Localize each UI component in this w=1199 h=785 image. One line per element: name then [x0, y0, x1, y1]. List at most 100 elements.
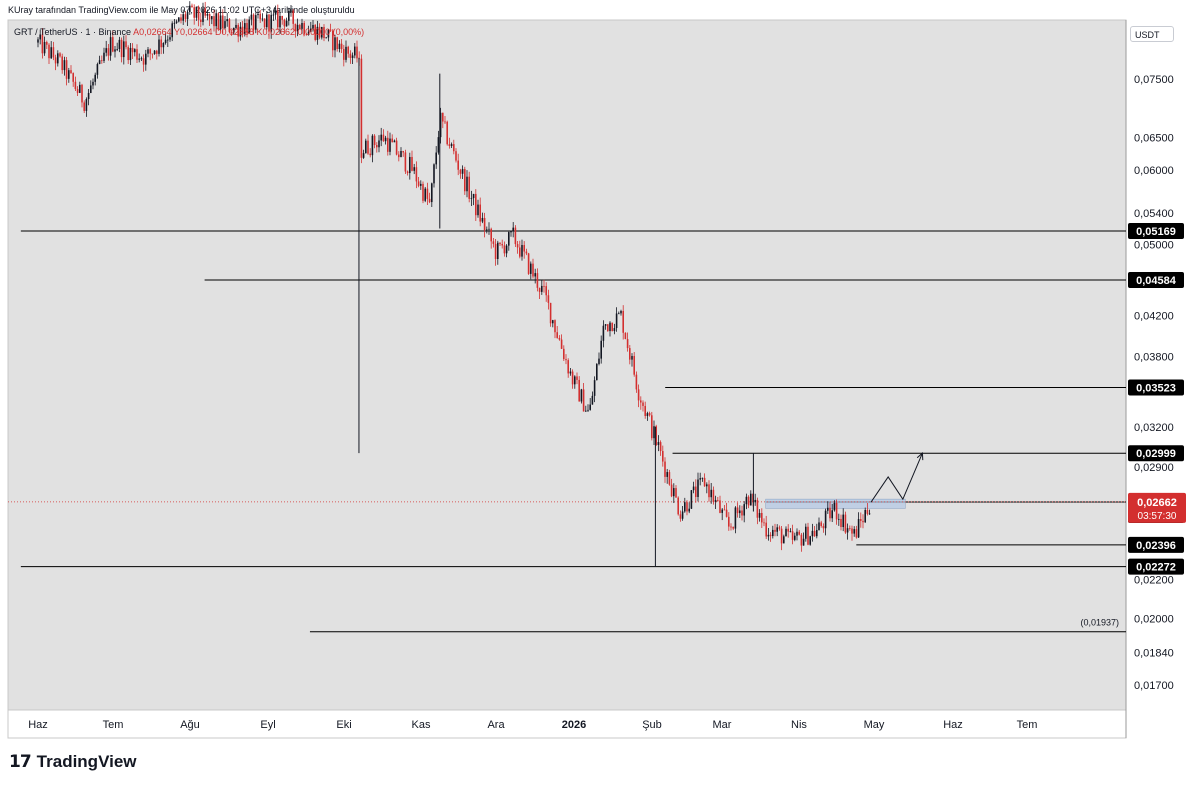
price-tag-bg — [1128, 379, 1184, 396]
chart-pane[interactable] — [7, 19, 1127, 711]
candle-body — [340, 43, 343, 50]
candle-body — [466, 176, 468, 192]
candle-body — [257, 13, 259, 16]
candle-body — [554, 320, 556, 333]
candle-body — [85, 99, 88, 111]
price-tick-label: 0,05400 — [1134, 208, 1174, 220]
candle-body — [728, 516, 730, 527]
candle-body — [329, 29, 332, 31]
candle-body — [332, 30, 334, 51]
candle-body — [83, 102, 85, 111]
candle-body — [708, 484, 710, 498]
candle-body — [736, 507, 739, 514]
candle-body — [558, 337, 561, 340]
candle-body — [769, 534, 772, 537]
candle-body — [81, 84, 83, 103]
candle-body — [846, 528, 849, 533]
candle-body — [448, 144, 451, 146]
candle-body — [136, 49, 138, 60]
candle-body — [131, 47, 134, 53]
candle-body — [281, 15, 283, 20]
candle-body — [420, 183, 422, 186]
candle-body — [842, 514, 844, 528]
candle-body — [626, 339, 629, 349]
candle-body — [668, 472, 671, 485]
candle-body — [651, 415, 653, 439]
candle-body — [312, 24, 314, 29]
candle-body — [208, 14, 211, 20]
candle-body — [549, 302, 552, 324]
candle-body — [164, 39, 167, 43]
tradingview-logo[interactable]: 17 TradingView — [9, 750, 137, 774]
candle-body — [334, 37, 336, 51]
candle-body — [811, 530, 814, 537]
candle-body — [402, 151, 404, 153]
candle-body — [147, 49, 149, 54]
candle-body — [761, 512, 763, 523]
candle-body — [351, 55, 354, 58]
candle-body — [505, 245, 508, 254]
candle-body — [373, 135, 376, 146]
candle-body — [184, 14, 187, 20]
candle-body — [866, 509, 869, 514]
candle-body — [237, 24, 239, 37]
candle-body — [290, 10, 292, 12]
time-tick-label: Mar — [713, 719, 732, 731]
candle-body — [816, 530, 818, 537]
candle-body — [688, 508, 690, 512]
candle-body — [611, 322, 613, 332]
candle-body — [345, 46, 347, 60]
candle-body — [57, 53, 59, 64]
candle-body — [455, 151, 457, 161]
candle-body — [785, 528, 787, 537]
candle-body — [587, 409, 589, 411]
projection-arrow — [870, 452, 924, 503]
candle-body — [248, 19, 250, 34]
candle-body — [582, 389, 585, 412]
candle-body — [79, 84, 81, 93]
time-tick-label: Eyl — [260, 719, 275, 731]
candle-body — [307, 31, 310, 35]
candle-body — [461, 169, 464, 174]
candle-body — [512, 227, 514, 232]
candle-body — [261, 18, 264, 20]
price-axis-pane[interactable] — [1126, 20, 1199, 710]
candle-body — [160, 39, 162, 48]
candle-body — [162, 42, 165, 48]
candle-body — [292, 10, 294, 24]
tradingview-wordmark: TradingView — [36, 752, 137, 771]
candle-body — [831, 510, 833, 519]
candle-body — [178, 17, 180, 22]
candle-body — [758, 512, 761, 518]
candle-body — [316, 26, 319, 40]
candle-body — [747, 496, 750, 506]
time-axis-pane[interactable] — [7, 709, 1127, 739]
price-tick-label: 0,07500 — [1134, 74, 1174, 86]
currency-button[interactable]: USDT — [1130, 26, 1174, 42]
price-tag-bg — [1128, 445, 1184, 462]
candle-body — [662, 451, 664, 462]
candle-body — [743, 504, 745, 516]
countdown-label: 03:57:30 — [1138, 511, 1177, 522]
candle-body — [607, 324, 609, 332]
candle-body — [288, 11, 290, 21]
level-annotation: (0,01937) — [1080, 618, 1119, 628]
tradingview-logo-icon: 17 — [9, 752, 32, 772]
candle-body — [690, 490, 693, 509]
candle-body — [277, 10, 279, 28]
time-axis-ticks: Haz Tem Ağu Eyl Eki Kas Ara 2026 Şub Mar Nis May Haz… — [28, 719, 1037, 731]
candle-body — [525, 251, 528, 254]
candle-body — [673, 488, 675, 497]
candle-body — [219, 15, 222, 30]
candle-body — [376, 145, 378, 148]
projection-arrowhead — [916, 452, 924, 461]
symbol-name[interactable]: GRT / TetherUS · 1 · Binance — [14, 27, 132, 37]
candle-body — [362, 153, 365, 158]
candle-body — [404, 152, 407, 172]
candle-body — [259, 13, 261, 20]
candle-body — [213, 16, 215, 27]
candle-body — [173, 22, 176, 24]
resistance-zone — [765, 498, 906, 509]
candle-body — [94, 74, 96, 82]
